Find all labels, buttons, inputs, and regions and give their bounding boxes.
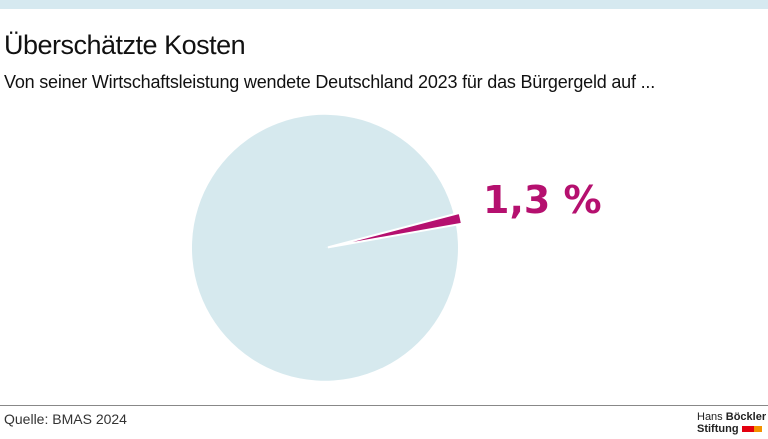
- logo-text: Böckler: [725, 411, 767, 423]
- slice-label: 1,3 %: [483, 178, 602, 222]
- source-note: Quelle: BMAS 2024: [4, 411, 127, 427]
- top-bar: [0, 0, 768, 9]
- logo-bar-orange: [753, 426, 762, 433]
- logo-text: Hans: [697, 411, 723, 423]
- logo-bar-red: [741, 426, 754, 433]
- footer-divider: [0, 405, 768, 406]
- pie-slice-buergergeld: [327, 211, 464, 249]
- logo-text: Stiftung: [697, 423, 739, 435]
- chart-title: Überschätzte Kosten: [4, 30, 246, 60]
- hans-boeckler-logo: Hans Böckler Stiftung: [697, 411, 766, 435]
- chart-subtitle: Von seiner Wirtschaftsleistung wendete D…: [4, 72, 655, 92]
- pie-slice-rest: [191, 114, 458, 381]
